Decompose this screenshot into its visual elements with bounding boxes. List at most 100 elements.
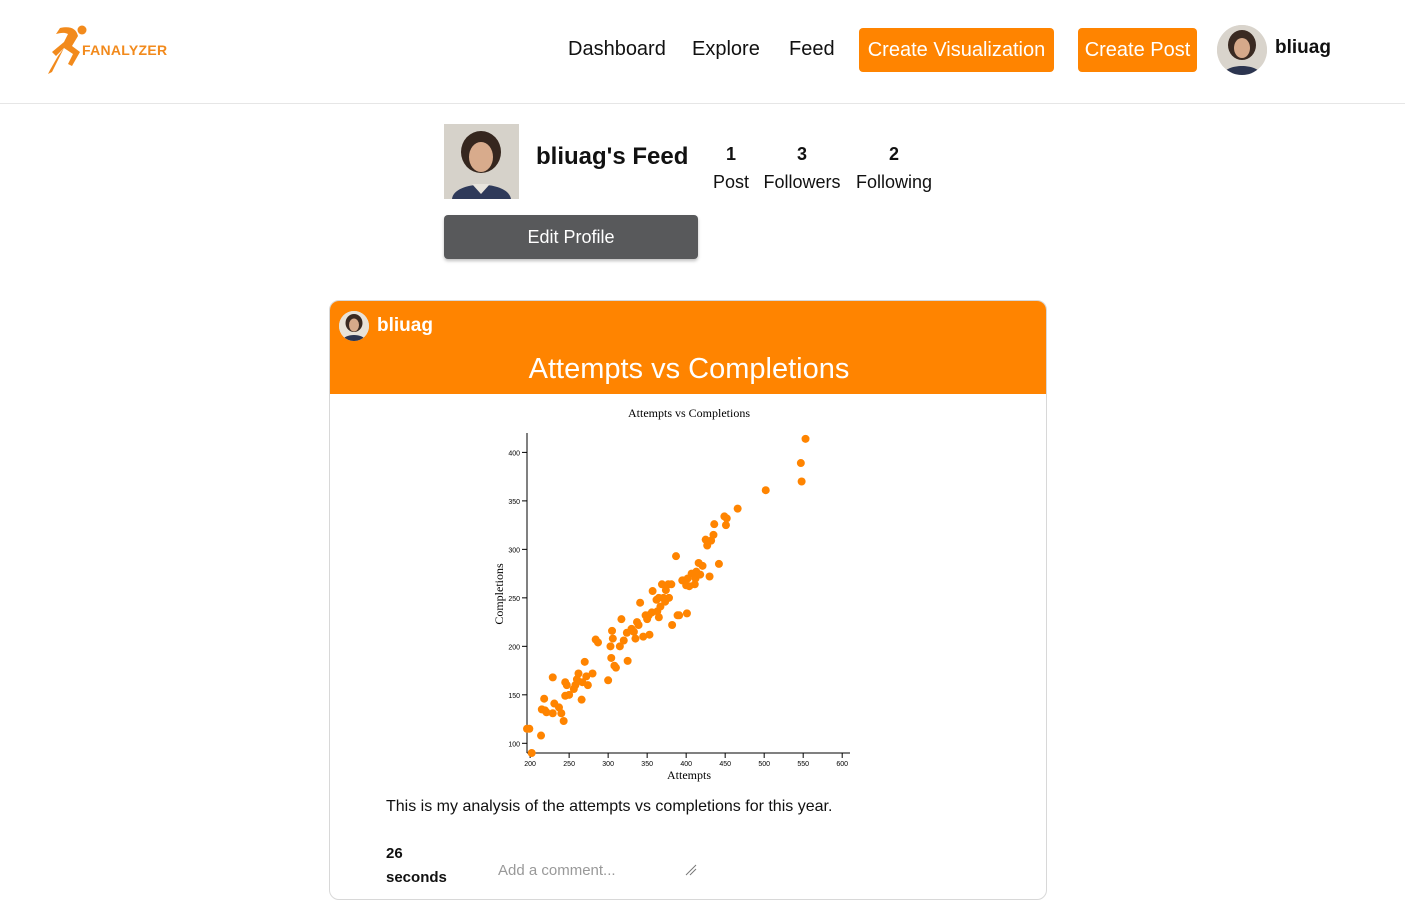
data-point: [527, 749, 536, 757]
data-point: [583, 681, 592, 690]
post-title: Attempts vs Completions: [528, 353, 850, 385]
data-point: [696, 570, 705, 579]
edit-profile-button[interactable]: Edit Profile: [444, 215, 698, 259]
followers-label: Followers: [763, 172, 841, 192]
data-point: [721, 521, 730, 530]
y-tick-label: 300: [508, 547, 520, 554]
x-tick-label: 350: [641, 761, 653, 768]
user-portrait-icon: [444, 124, 519, 199]
y-axis-label: Completions: [492, 563, 506, 625]
y-tick-label: 150: [508, 693, 520, 700]
data-point: [537, 731, 546, 740]
data-point: [722, 514, 731, 523]
x-tick-label: 200: [524, 761, 536, 768]
data-point: [639, 632, 648, 641]
data-point: [733, 504, 742, 513]
posts-stat[interactable]: 1 Post: [712, 144, 750, 193]
nav-feed[interactable]: Feed: [789, 38, 835, 60]
data-point: [557, 709, 566, 718]
create-visualization-button[interactable]: Create Visualization: [859, 28, 1054, 72]
data-point: [604, 676, 613, 685]
following-stat[interactable]: 2 Following: [852, 144, 936, 193]
posts-label: Post: [712, 172, 750, 192]
post-card: bliuag Attempts vs Completions Attempts …: [329, 300, 1047, 900]
data-point: [631, 634, 640, 643]
data-point: [588, 669, 597, 678]
data-point: [710, 520, 719, 529]
posts-count: 1: [725, 144, 736, 164]
nav-explore[interactable]: Explore: [692, 38, 760, 60]
top-header: FANALYZER Dashboard Explore Feed Create …: [0, 0, 1405, 104]
y-tick-label: 200: [508, 644, 520, 651]
user-portrait-icon: [1217, 25, 1267, 75]
data-point: [801, 434, 810, 443]
data-point: [619, 636, 628, 645]
following-label: Following: [855, 172, 933, 192]
data-point: [634, 621, 643, 629]
data-point: [607, 653, 616, 662]
post-header: bliuag Attempts vs Completions: [330, 301, 1046, 394]
data-point: [562, 681, 571, 690]
y-tick-label: 250: [508, 596, 520, 603]
data-point: [629, 627, 638, 636]
resize-handle-icon[interactable]: [684, 863, 698, 877]
data-point: [565, 690, 574, 699]
avatar[interactable]: [1217, 25, 1267, 75]
x-tick-label: 300: [602, 761, 614, 768]
x-tick-label: 500: [758, 761, 770, 768]
data-point: [636, 598, 645, 607]
data-point: [559, 717, 568, 725]
post-author-avatar[interactable]: [339, 311, 369, 341]
chart-points: [523, 434, 810, 757]
data-point: [548, 709, 557, 718]
data-point: [580, 657, 589, 666]
x-tick-label: 600: [836, 761, 848, 768]
create-post-button[interactable]: Create Post: [1078, 28, 1197, 72]
x-axis-label: Attempts: [667, 768, 711, 782]
data-point: [796, 459, 805, 468]
data-point: [593, 638, 602, 647]
data-point: [623, 656, 632, 665]
data-point: [654, 613, 663, 622]
data-point: [577, 695, 586, 704]
data-point: [608, 634, 617, 643]
followers-stat[interactable]: 3 Followers: [762, 144, 842, 193]
chart-axes: 100 150 200 250 300 350 400 200 250 300 350 400 450 5…: [508, 433, 850, 768]
data-point: [797, 477, 806, 486]
data-point: [611, 663, 620, 672]
data-point: [582, 672, 591, 681]
data-point: [606, 642, 615, 651]
x-tick-label: 400: [680, 761, 692, 768]
profile-photo: [444, 124, 519, 199]
data-point: [648, 587, 657, 596]
post-description: This is my analysis of the attempts vs c…: [386, 798, 833, 815]
x-tick-label: 250: [563, 761, 575, 768]
data-point: [548, 673, 557, 682]
y-tick-label: 400: [508, 450, 520, 457]
data-point: [608, 626, 617, 635]
data-point: [714, 559, 723, 568]
data-point: [761, 486, 770, 495]
logo-text: FANALYZER: [82, 42, 168, 58]
data-point: [615, 642, 624, 651]
runner-icon: [48, 25, 87, 74]
post-author-username[interactable]: bliuag: [377, 315, 433, 336]
user-portrait-icon: [339, 311, 369, 341]
header-username[interactable]: bliuag: [1275, 37, 1331, 58]
data-point: [542, 708, 551, 717]
data-point: [668, 621, 677, 629]
y-tick-label: 100: [508, 741, 520, 748]
comment-input[interactable]: [498, 855, 698, 885]
data-point: [664, 593, 673, 602]
data-point: [709, 530, 718, 539]
data-point: [705, 572, 714, 581]
data-point: [617, 615, 626, 624]
data-point: [690, 580, 699, 589]
following-count: 2: [888, 144, 899, 164]
nav-dashboard[interactable]: Dashboard: [568, 38, 666, 60]
data-point: [574, 669, 583, 678]
data-point: [672, 552, 681, 561]
fanalyzer-logo[interactable]: FANALYZER: [46, 22, 176, 80]
x-tick-label: 450: [719, 761, 731, 768]
data-point: [645, 630, 654, 639]
